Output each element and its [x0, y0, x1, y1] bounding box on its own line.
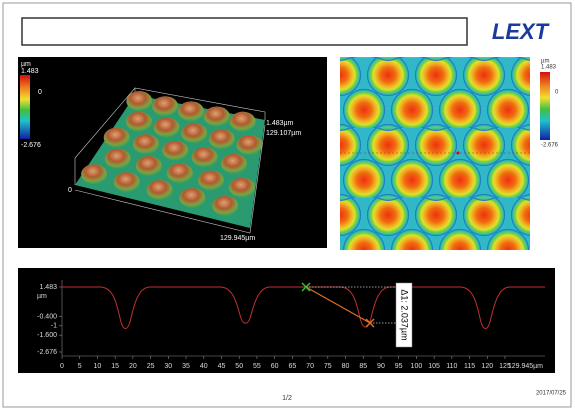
dome — [203, 106, 230, 127]
dome — [221, 153, 248, 174]
profile-panel — [18, 268, 555, 373]
colorbar — [540, 72, 550, 140]
dome — [113, 172, 140, 193]
logo: LEXT — [492, 19, 550, 44]
y-tick-label: -0.400 — [37, 313, 57, 320]
dome — [181, 123, 208, 144]
x-tick-label: 40 — [200, 363, 208, 370]
y-tick-label: -1.600 — [37, 332, 57, 339]
colorbar — [20, 75, 30, 139]
view-3d: µm 1.483 0 -2.676 1.483µm 129.107µm 0 12… — [18, 57, 327, 248]
dome — [133, 134, 160, 155]
x-tick-label: 125 — [499, 363, 511, 370]
x-tick-label: 30 — [164, 363, 172, 370]
x-end-label: 129.945µm — [508, 363, 543, 370]
x-tick-label: 65 — [288, 363, 296, 370]
cursor — [456, 151, 460, 155]
x-tick-label: 70 — [306, 363, 314, 370]
scale-zero: 0 — [38, 89, 42, 96]
unit: µm — [21, 61, 31, 68]
dome — [178, 101, 205, 122]
x-tick-label: 5 — [78, 363, 82, 370]
x-size-label: 129.945µm — [220, 235, 255, 242]
dome — [229, 111, 256, 132]
x-tick-label: 95 — [395, 363, 403, 370]
dome — [208, 129, 235, 150]
x-tick-label: 35 — [182, 363, 190, 370]
x-tick-label: 110 — [446, 363, 457, 370]
dome — [152, 96, 179, 117]
origin-label: 0 — [68, 187, 72, 194]
unit: µm — [541, 59, 549, 65]
page-number: 1/2 — [282, 395, 292, 402]
x-tick-label: 105 — [428, 363, 440, 370]
scale-min: -2.676 — [21, 142, 41, 149]
x-tick-label: 60 — [271, 363, 279, 370]
dome — [146, 180, 173, 201]
y-size-label: 129.107µm — [266, 130, 301, 137]
dome — [198, 170, 225, 191]
x-tick-label: 50 — [235, 363, 243, 370]
x-tick-label: 75 — [324, 363, 332, 370]
dome — [153, 117, 180, 138]
x-tick-label: 115 — [464, 363, 475, 370]
height-label: 1.483µm — [266, 120, 294, 127]
bounding-box — [74, 124, 266, 234]
scale-max: 1.483 — [21, 68, 39, 75]
x-tick-label: 120 — [481, 363, 493, 370]
y-tick-label: -1 — [51, 323, 57, 330]
y-tick-label: -2.676 — [37, 349, 57, 356]
x-tick-label: 15 — [111, 363, 119, 370]
dome — [229, 177, 256, 198]
height-map — [340, 57, 530, 250]
dome — [135, 156, 162, 177]
surface-base — [75, 95, 265, 228]
dome — [212, 195, 239, 216]
measure-line — [305, 286, 371, 324]
measure-box — [395, 282, 413, 348]
x-tick-label: 20 — [129, 363, 137, 370]
y-tick-label: 1.483 — [39, 284, 57, 291]
x-tick-label: 0 — [60, 363, 64, 370]
bounding-box — [74, 87, 136, 185]
x-tick-label: 55 — [253, 363, 261, 370]
x-tick-label: 10 — [94, 363, 102, 370]
x-tick-label: 25 — [147, 363, 155, 370]
dome — [103, 127, 130, 148]
dome — [126, 111, 153, 132]
marker-2 — [365, 318, 375, 328]
dome — [236, 135, 263, 156]
bounding-box — [134, 87, 266, 120]
dome — [191, 147, 218, 168]
dome — [179, 187, 206, 208]
x-tick-label: 80 — [342, 363, 350, 370]
dome — [126, 91, 153, 112]
scale-zero: 0 — [555, 90, 559, 96]
marker-1 — [301, 282, 311, 292]
profile: Δ1: 2.037µm µm 129.945µm 0 5 10 15 20 25 30 35 4… — [18, 268, 555, 373]
x-tick-label: 90 — [377, 363, 385, 370]
dome — [104, 148, 131, 169]
dome — [166, 163, 193, 184]
scale-max: 1.483 — [541, 65, 557, 71]
y-unit: µm — [37, 293, 47, 300]
title-box — [21, 17, 468, 46]
x-tick-label: 100 — [411, 363, 423, 370]
measure-label: Δ1: 2.037µm — [400, 289, 410, 340]
page-border — [2, 2, 572, 408]
dome — [81, 164, 108, 185]
date: 2017/07/25 — [536, 391, 567, 397]
x-tick-label: 85 — [359, 363, 367, 370]
x-tick-label: 45 — [218, 363, 226, 370]
dome — [162, 140, 189, 161]
scale-min: -2.676 — [541, 143, 559, 149]
